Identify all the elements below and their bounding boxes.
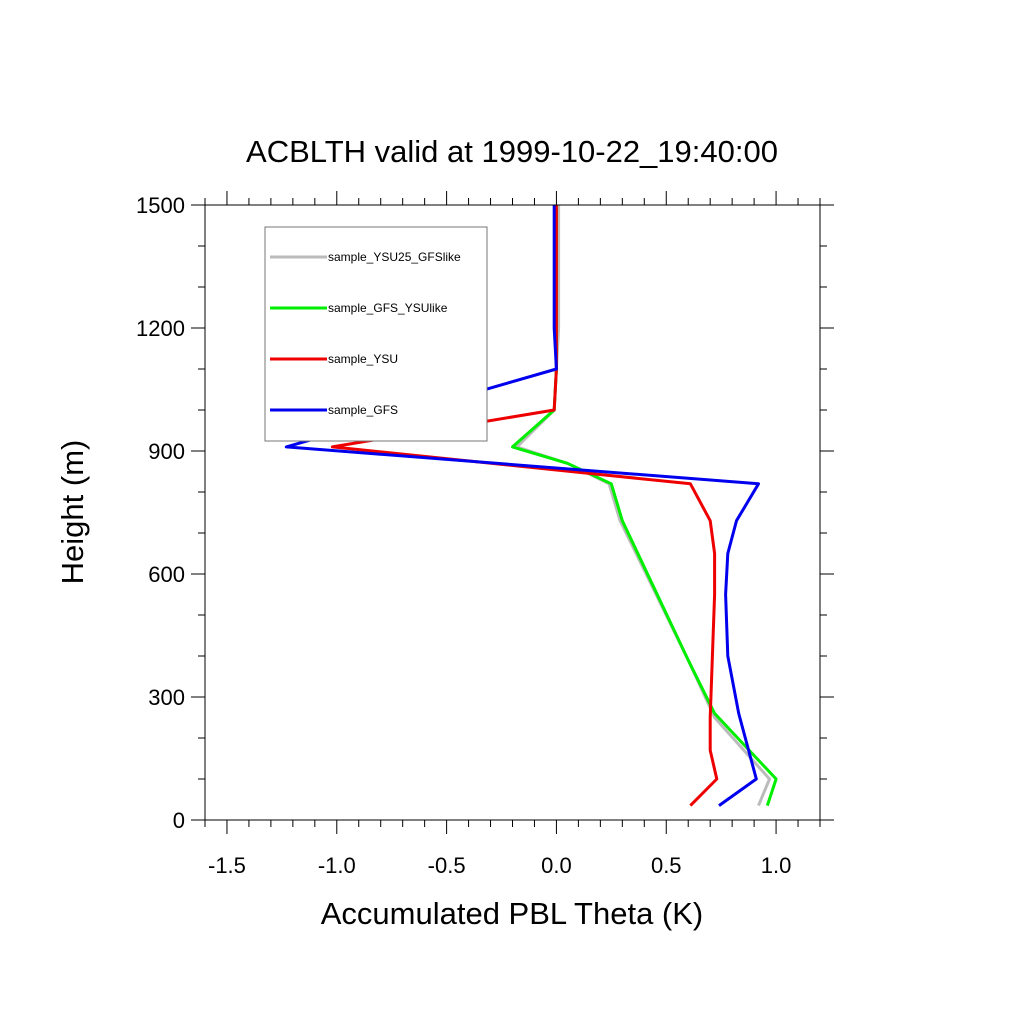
legend: sample_YSU25_GFSlike sample_GFS_YSUlikesa…	[264, 226, 488, 442]
legend-label: sample_GFS_YSUlike	[328, 301, 448, 315]
x-tick-label: 1.0	[761, 853, 792, 878]
x-tick-label: -1.5	[208, 853, 246, 878]
y-tick-label: 300	[148, 685, 185, 710]
series-line-sample_GFS_YSUlike	[511, 205, 778, 807]
legend-box	[264, 226, 488, 442]
y-tick-label: 600	[148, 562, 185, 587]
x-tick-label: -0.5	[428, 853, 466, 878]
x-tick-label: -1.0	[318, 853, 356, 878]
ticks-layer	[191, 191, 834, 834]
series-layer	[284, 205, 778, 807]
y-tick-label: 1200	[136, 316, 185, 341]
x-tick-label: 0.0	[541, 853, 572, 878]
y-tick-label: 0	[173, 808, 185, 833]
y-axis-label: Height (m)	[55, 440, 90, 585]
series-line-sample_YSU	[330, 205, 719, 807]
y-tick-label: 1500	[136, 193, 185, 218]
legend-label: sample_YSU	[328, 352, 398, 366]
x-axis-label: Accumulated PBL Theta (K)	[321, 896, 704, 931]
x-tick-label: 0.5	[651, 853, 682, 878]
series-line-sample_GFS	[284, 205, 760, 807]
chart-title: ACBLTH valid at 1999-10-22_19:40:00	[246, 134, 778, 169]
y-tick-label: 900	[148, 439, 185, 464]
tick-labels: -1.5 -1.0 -0.5 0.0 0.5 1.0 0 300 600 900 1200 1500	[136, 193, 791, 878]
legend-label: sample_GFS	[328, 403, 398, 417]
legend-label: sample_YSU25_GFSlike	[328, 250, 461, 264]
